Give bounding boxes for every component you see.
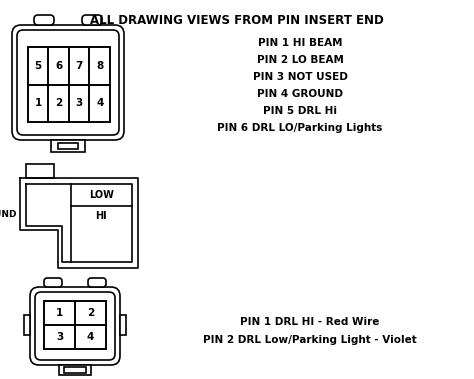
FancyBboxPatch shape [34, 15, 54, 25]
Text: 4: 4 [87, 332, 94, 342]
Text: 1: 1 [56, 308, 63, 318]
FancyBboxPatch shape [88, 278, 106, 287]
Text: 7: 7 [75, 61, 83, 71]
Bar [48, 47, 69, 85]
Bar [26, 164, 54, 178]
Bar [28, 85, 48, 122]
Text: PIN 1 DRL HI - Red Wire: PIN 1 DRL HI - Red Wire [240, 317, 380, 327]
Bar [90, 85, 110, 122]
Text: GROUND: GROUND [0, 210, 17, 219]
Bar [24, 315, 30, 335]
Text: HI: HI [95, 211, 107, 221]
Text: ALL DRAWING VIEWS FROM PIN INSERT END: ALL DRAWING VIEWS FROM PIN INSERT END [90, 14, 384, 27]
Text: PIN 5 DRL Hi: PIN 5 DRL Hi [263, 106, 337, 116]
Bar [28, 47, 48, 85]
Bar [44, 325, 75, 349]
Text: 4: 4 [96, 98, 103, 108]
Bar [75, 301, 106, 325]
Text: PIN 6 DRL LO/Parking Lights: PIN 6 DRL LO/Parking Lights [217, 123, 383, 133]
Text: PIN 1 HI BEAM: PIN 1 HI BEAM [258, 38, 342, 48]
Text: PIN 3 NOT USED: PIN 3 NOT USED [253, 72, 347, 82]
Text: PIN 4 GROUND: PIN 4 GROUND [257, 89, 343, 99]
Text: 6: 6 [55, 61, 63, 71]
FancyBboxPatch shape [44, 278, 62, 287]
Bar [64, 367, 86, 373]
Bar [58, 143, 78, 149]
Text: 2: 2 [87, 308, 94, 318]
Text: 8: 8 [96, 61, 103, 71]
Bar [51, 140, 85, 152]
Bar [69, 47, 90, 85]
Bar [90, 47, 110, 85]
Text: 5: 5 [35, 61, 42, 71]
Bar [69, 85, 90, 122]
Text: 2: 2 [55, 98, 63, 108]
Bar [120, 315, 126, 335]
Bar [44, 301, 106, 349]
Text: 1: 1 [35, 98, 42, 108]
Bar [28, 47, 110, 122]
Bar [48, 85, 69, 122]
FancyBboxPatch shape [82, 15, 102, 25]
Bar [44, 301, 75, 325]
Text: 3: 3 [76, 98, 83, 108]
Text: 3: 3 [56, 332, 63, 342]
Text: PIN 2 LO BEAM: PIN 2 LO BEAM [256, 55, 344, 65]
Bar [75, 325, 106, 349]
Text: LOW: LOW [89, 190, 114, 200]
Bar [59, 365, 91, 375]
Text: PIN 2 DRL Low/Parking Light - Violet: PIN 2 DRL Low/Parking Light - Violet [203, 335, 417, 345]
